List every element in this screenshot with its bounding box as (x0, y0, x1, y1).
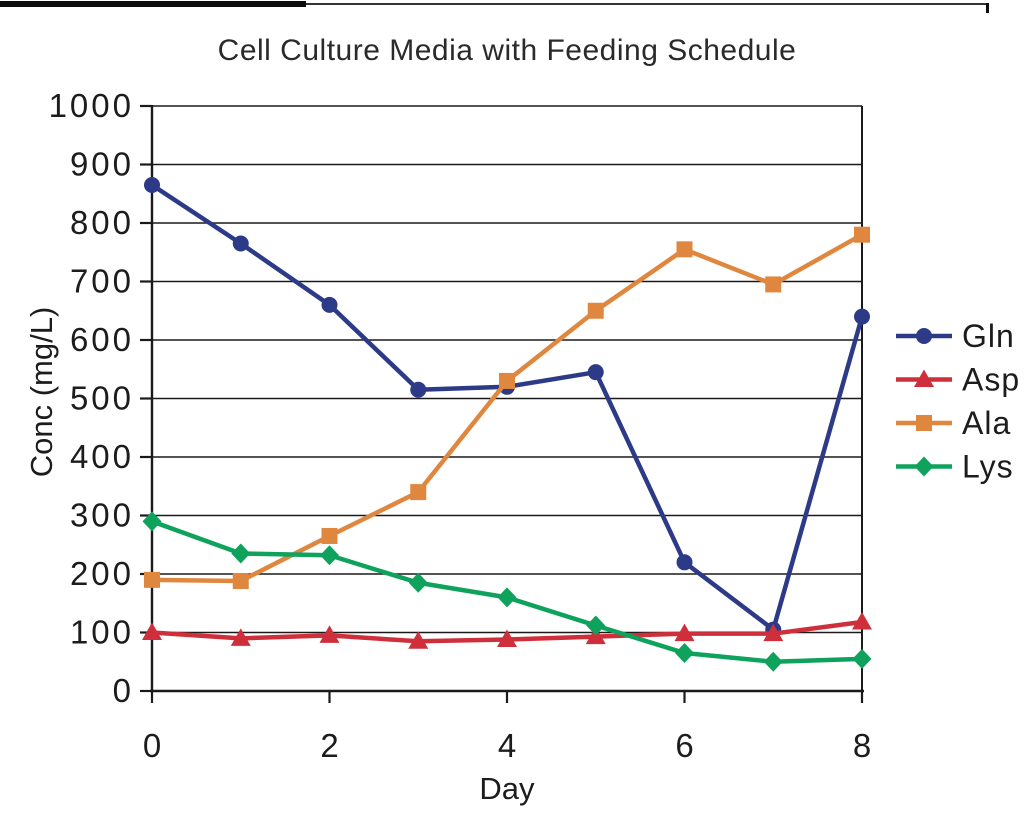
legend-item-asp: Asp (896, 362, 1020, 398)
series-ala (144, 226, 870, 590)
y-tick-label: 900 (70, 146, 134, 183)
marker-lys (586, 615, 606, 636)
marker-ala (676, 241, 693, 258)
legend-label-asp: Asp (962, 362, 1020, 398)
legend: Gln Asp Ala Lys (896, 318, 1020, 485)
marker-ala (144, 571, 160, 588)
marker-gln (144, 176, 160, 193)
marker-lys (497, 587, 517, 608)
y-tick-label: 500 (70, 380, 134, 417)
gridlines (152, 105, 862, 634)
marker-gln (410, 381, 427, 398)
marker-gln (676, 554, 693, 571)
marker-ala (587, 302, 604, 319)
marker-asp (852, 611, 872, 630)
series-lys (142, 511, 872, 672)
legend-label-lys: Lys (962, 449, 1014, 485)
y-tick-label: 800 (70, 204, 134, 241)
y-tick-label: 1000 (49, 87, 134, 124)
marker-asp (408, 631, 429, 649)
scan-artifact-line (306, 3, 988, 5)
marker-gln (854, 308, 870, 325)
marker-ala (321, 527, 338, 544)
legend-square-icon (916, 415, 932, 431)
legend-label-gln: Gln (962, 318, 1015, 354)
marker-asp (674, 623, 695, 642)
marker-lys (408, 572, 428, 593)
x-tick-label: 8 (853, 727, 871, 764)
legend-circle-icon (916, 328, 932, 344)
x-tick-label: 2 (320, 727, 338, 764)
marker-lys (763, 651, 783, 672)
x-tick-label: 6 (675, 727, 693, 764)
scan-artifact-bar (0, 1, 306, 7)
marker-ala (232, 573, 249, 590)
legend-item-gln: Gln (896, 318, 1015, 354)
y-tick-label: 600 (70, 321, 134, 358)
series-gln (144, 176, 870, 638)
marker-asp (230, 628, 251, 646)
legend-item-ala: Ala (896, 405, 1011, 441)
y-tick-label: 200 (70, 555, 134, 592)
y-tick-label: 100 (70, 614, 134, 651)
marker-ala (765, 276, 782, 293)
marker-gln (321, 296, 338, 313)
marker-ala (499, 372, 515, 389)
y-tick-label: 300 (70, 497, 134, 534)
marker-lys (852, 648, 872, 669)
marker-asp (142, 622, 162, 640)
marker-ala (854, 226, 870, 243)
x-tick-label: 0 (143, 727, 161, 764)
series-asp (142, 611, 872, 649)
line-ala (149, 232, 865, 584)
marker-gln (232, 235, 249, 252)
x-tick-label: 4 (498, 727, 516, 764)
y-tick-label: 700 (70, 263, 134, 300)
legend-triangle-icon (914, 369, 934, 387)
legend-label-ala: Ala (962, 405, 1011, 441)
line-gln (149, 182, 865, 632)
marker-asp (763, 623, 784, 642)
marker-asp (319, 625, 340, 643)
marker-asp (497, 629, 517, 648)
y-tick-label: 400 (70, 438, 134, 475)
marker-ala (410, 484, 427, 501)
marker-lys (675, 642, 694, 663)
chart-title: Cell Culture Media with Feeding Schedule (217, 34, 797, 67)
marker-lys (231, 543, 251, 564)
legend-item-lys: Lys (896, 449, 1014, 485)
axes (150, 105, 864, 693)
scan-artifact-tick (986, 3, 989, 13)
legend-diamond-icon (914, 456, 934, 477)
axis-ticks (140, 104, 864, 703)
marker-lys (142, 511, 162, 532)
y-tick-label: 0 (113, 672, 134, 709)
marker-gln (587, 364, 604, 381)
marker-lys (320, 545, 339, 566)
tick-labels: 0 100 200 300 400 500 600 700 800 900 1000 0 2 4 6 8 (49, 87, 872, 764)
x-axis-title: Day (479, 771, 535, 806)
